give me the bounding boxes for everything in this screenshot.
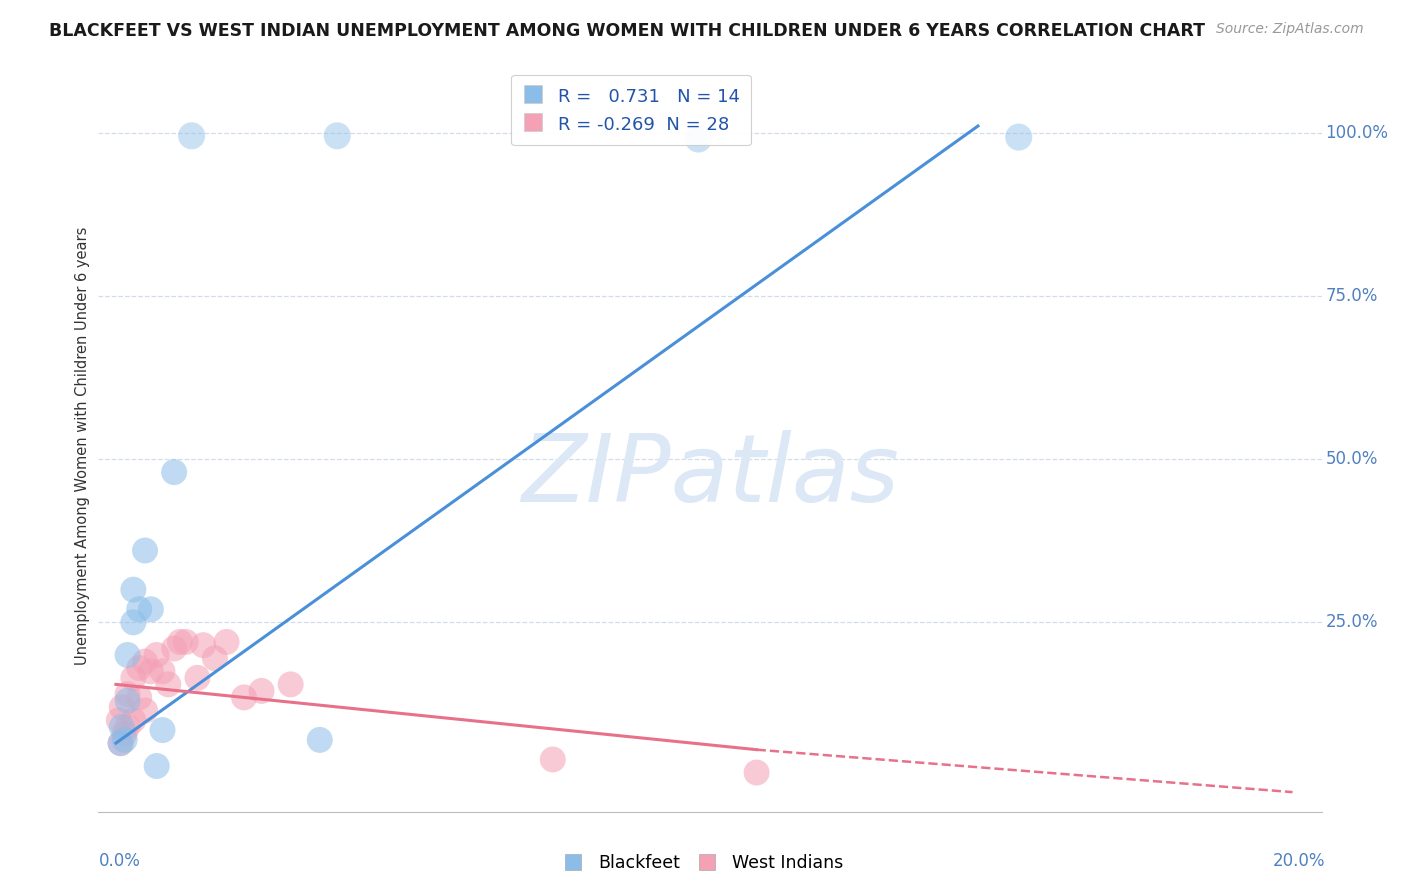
Point (145, 648, 167, 662)
Text: BLACKFEET VS WEST INDIAN UNEMPLOYMENT AMONG WOMEN WITH CHILDREN UNDER 6 YEARS CO: BLACKFEET VS WEST INDIAN UNEMPLOYMENT AM… (49, 22, 1205, 40)
Text: 25.0%: 25.0% (1326, 614, 1378, 632)
Point (308, 732, 330, 747)
Point (114, 732, 136, 747)
Text: 100.0%: 100.0% (1326, 123, 1388, 142)
Point (745, 765, 768, 780)
Point (139, 602, 162, 616)
Point (163, 641, 186, 656)
Text: Source: ZipAtlas.com: Source: ZipAtlas.com (1216, 22, 1364, 37)
Legend: Blackfeet, West Indians: Blackfeet, West Indians (557, 847, 849, 879)
Text: 20.0%: 20.0% (1272, 852, 1326, 870)
Point (541, 752, 564, 766)
Point (117, 648, 139, 662)
Point (280, 677, 302, 691)
Point (134, 543, 156, 558)
Point (145, 759, 167, 773)
Point (186, 671, 208, 685)
Point (122, 671, 145, 685)
Point (110, 736, 132, 750)
Point (215, 635, 238, 649)
Point (1008, 130, 1031, 145)
Point (326, 128, 349, 143)
Point (174, 635, 197, 649)
Point (134, 704, 156, 718)
Text: 75.0%: 75.0% (1326, 287, 1378, 305)
Point (117, 720, 139, 734)
Y-axis label: Unemployment Among Women with Children Under 6 years: Unemployment Among Women with Children U… (75, 227, 90, 665)
Point (122, 714, 145, 728)
Point (117, 687, 139, 701)
Point (128, 661, 150, 675)
Point (688, 132, 710, 146)
Point (180, 128, 202, 143)
Point (110, 736, 132, 750)
Point (152, 723, 174, 737)
Point (152, 665, 174, 679)
Point (169, 635, 191, 649)
Point (134, 655, 156, 669)
Point (122, 615, 145, 630)
Text: 0.0%: 0.0% (98, 852, 141, 870)
Point (163, 465, 186, 479)
Point (117, 694, 139, 708)
Text: ZIPatlas: ZIPatlas (522, 430, 898, 521)
Point (114, 726, 136, 740)
Point (122, 582, 145, 597)
Point (108, 714, 131, 728)
Point (111, 720, 134, 734)
Point (139, 665, 162, 679)
Point (193, 638, 215, 652)
Point (128, 602, 150, 616)
Point (250, 684, 273, 698)
Point (128, 690, 150, 705)
Legend: R =   0.731   N = 14, R = -0.269  N = 28: R = 0.731 N = 14, R = -0.269 N = 28 (512, 75, 751, 145)
Point (157, 677, 180, 691)
Point (233, 690, 256, 705)
Point (111, 700, 134, 714)
Text: 50.0%: 50.0% (1326, 450, 1378, 468)
Point (204, 651, 226, 665)
